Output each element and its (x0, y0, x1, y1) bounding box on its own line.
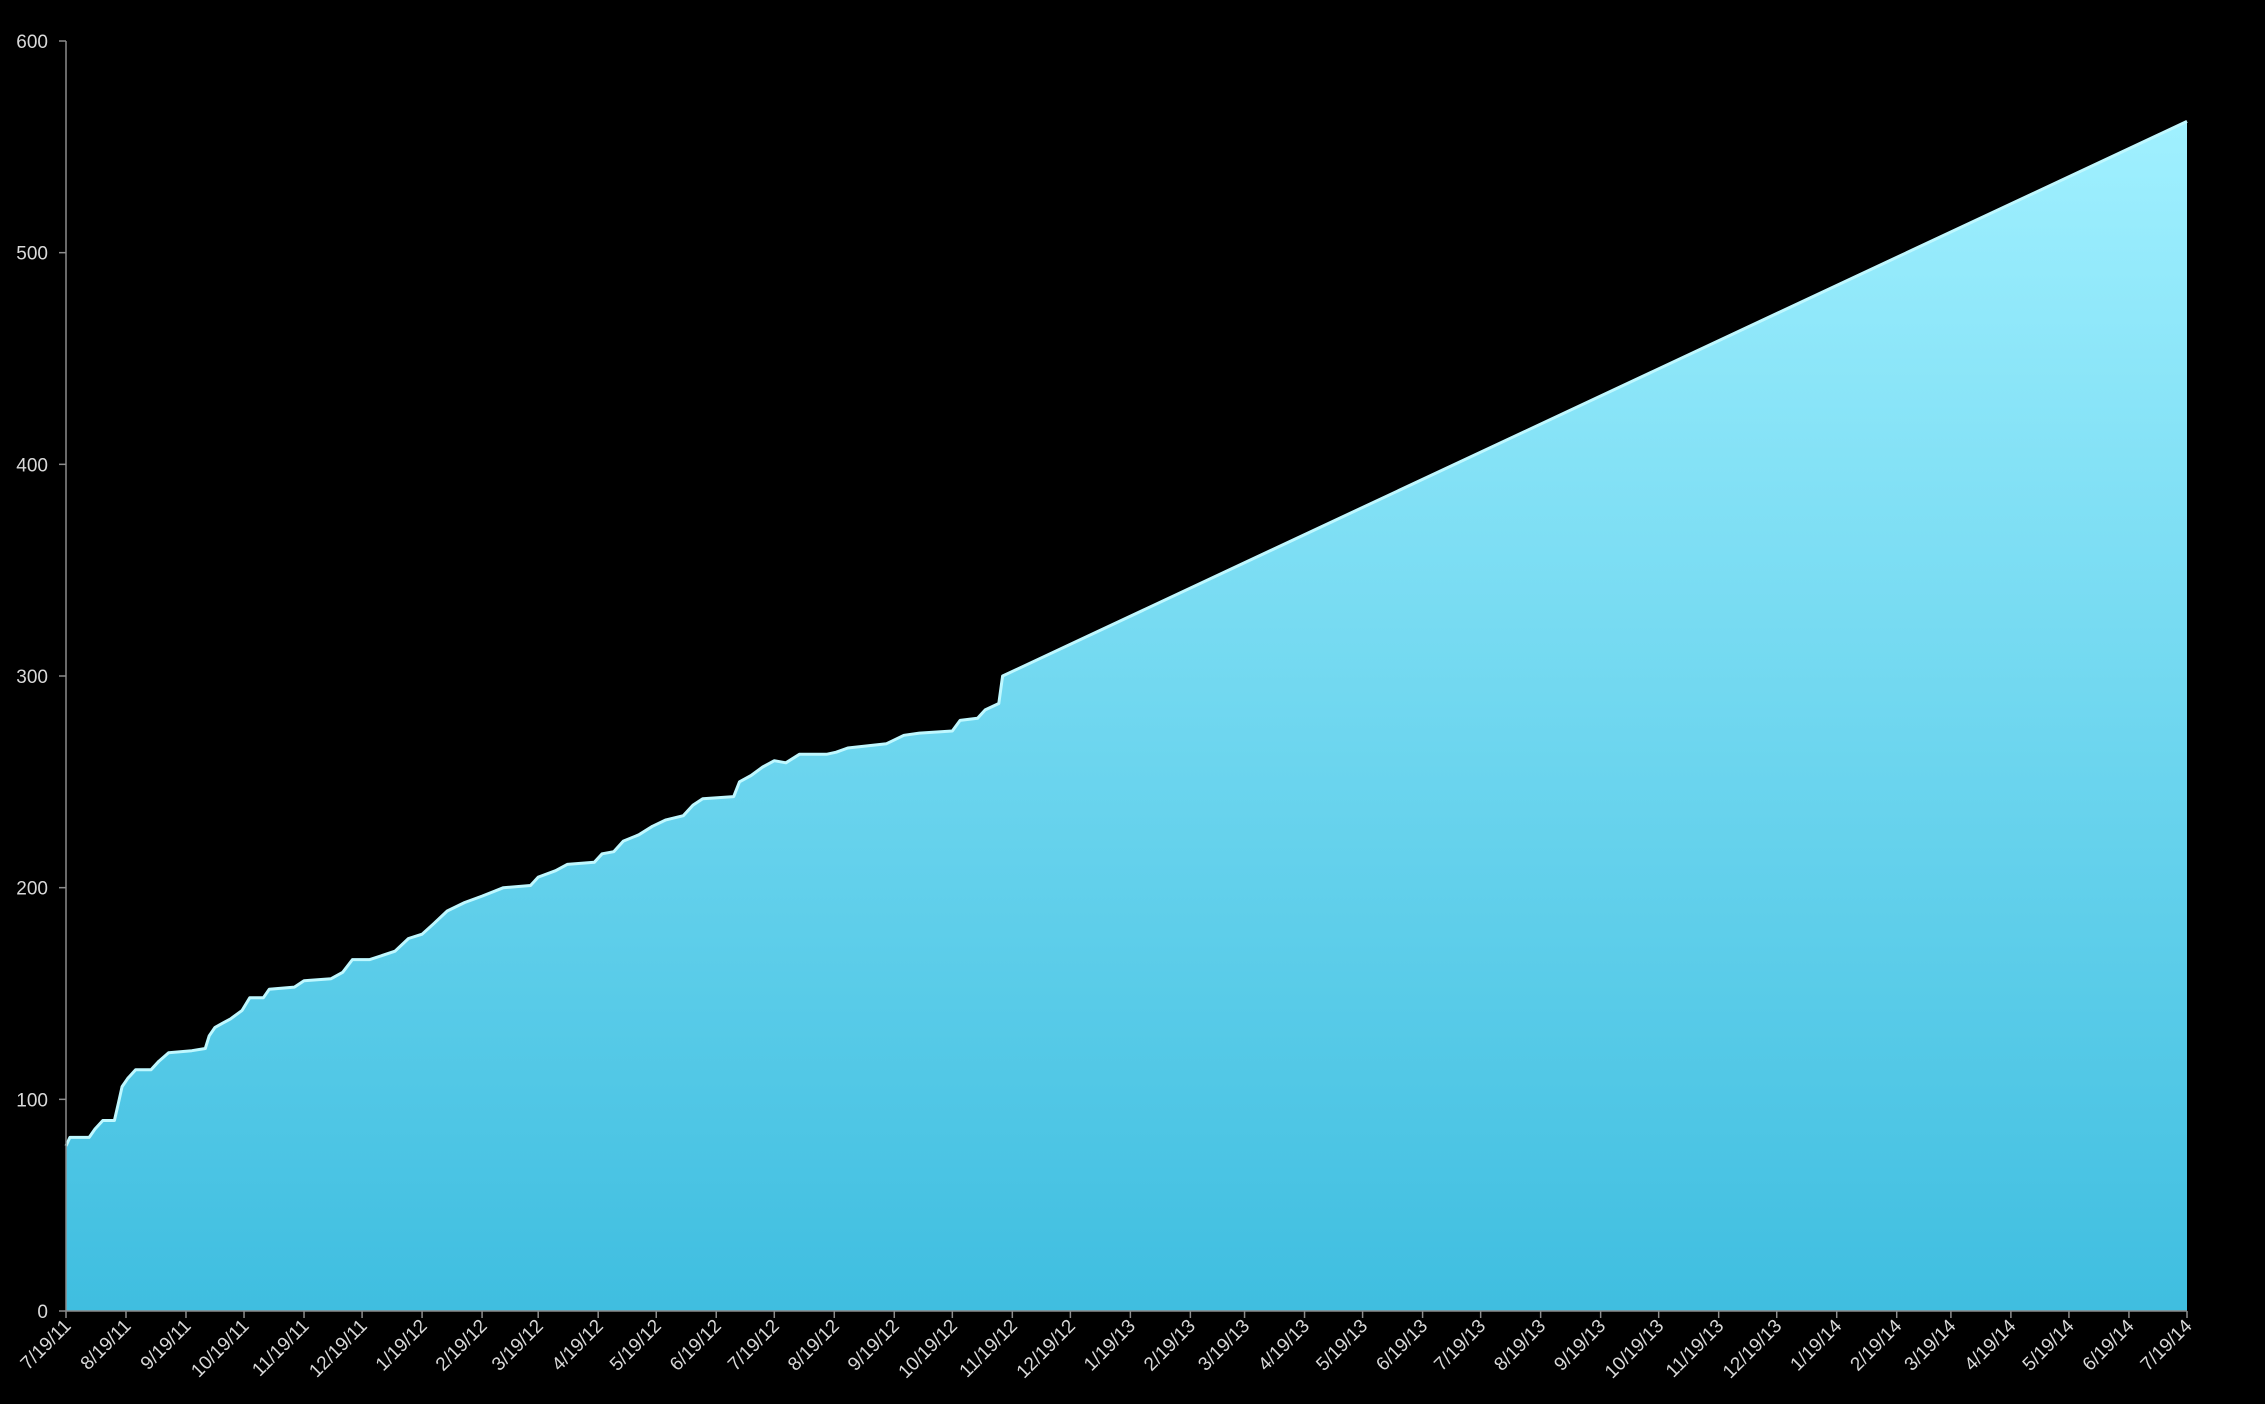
area-series-fill (66, 121, 2187, 1311)
y-tick-label: 400 (16, 455, 48, 476)
y-tick-label: 500 (16, 244, 48, 265)
y-tick-label: 600 (16, 32, 48, 53)
y-tick-label: 100 (16, 1090, 48, 1111)
y-tick-label: 300 (16, 667, 48, 688)
area-series-edge (64, 120, 2188, 1147)
y-tick-label: 0 (37, 1302, 48, 1323)
y-tick-label: 200 (16, 879, 48, 900)
